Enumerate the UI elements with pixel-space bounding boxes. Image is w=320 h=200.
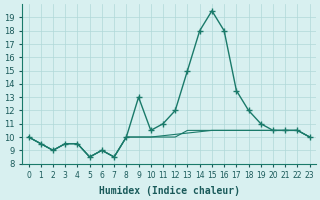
- X-axis label: Humidex (Indice chaleur): Humidex (Indice chaleur): [99, 186, 240, 196]
